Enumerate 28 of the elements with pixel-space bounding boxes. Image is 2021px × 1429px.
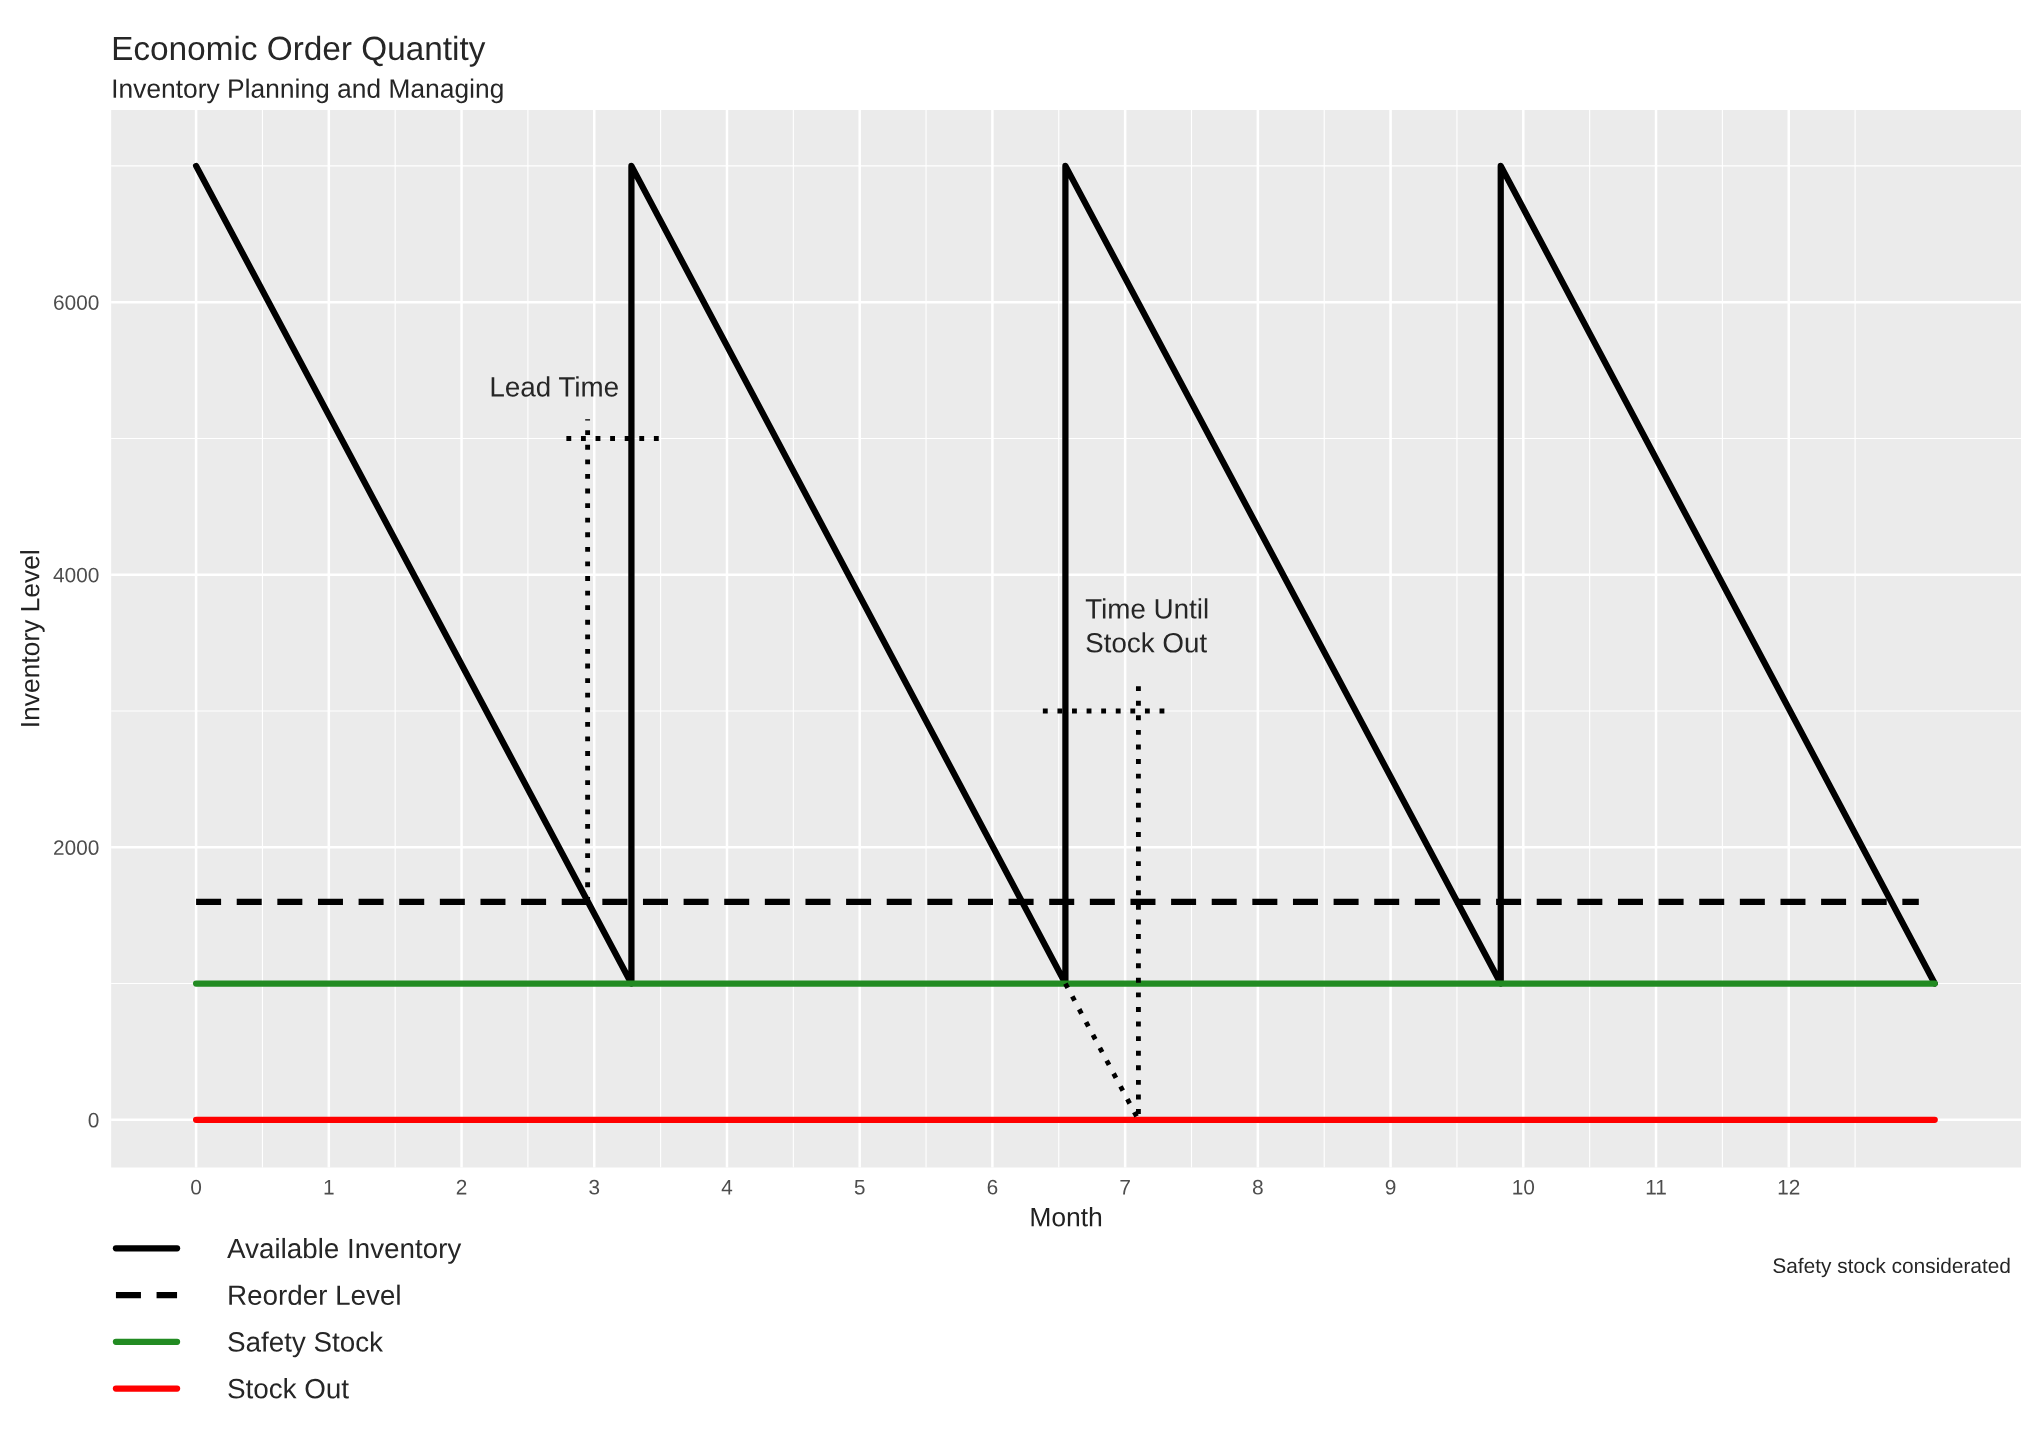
- annotation: Lead Time: [491, 376, 618, 397]
- x-tick-label: 11: [1646, 1180, 1666, 1195]
- x-tick-label: 10: [1513, 1179, 1535, 1195]
- y-tick-label: 4000: [53, 567, 99, 583]
- chart-subtitle: Inventory Planning and Managing: [113, 78, 503, 104]
- legend-label: Reorder Level: [229, 1284, 400, 1306]
- legend-label: Available Inventory: [227, 1237, 462, 1264]
- legend-label: Safety Stock: [228, 1331, 384, 1358]
- legend-label: Stock Out: [228, 1378, 349, 1399]
- annotation: Time Until Stock Out: [1085, 598, 1208, 653]
- x-tick-label: 2: [456, 1179, 467, 1195]
- y-tick-label: 6000: [54, 295, 99, 310]
- x-tick-label: 6: [987, 1179, 998, 1195]
- x-tick-label: 9: [1385, 1179, 1396, 1195]
- x-tick-label: 4: [721, 1180, 733, 1195]
- x-tick-label: 3: [589, 1179, 600, 1195]
- x-tick-label: 5: [854, 1180, 865, 1195]
- y-tick-label: 0: [88, 1112, 99, 1128]
- y-tick-label: 2000: [54, 840, 99, 856]
- x-axis-title: Month: [1031, 1207, 1102, 1227]
- x-tick-label: 1: [324, 1180, 334, 1195]
- chart-title: Economic Order Quantity: [113, 35, 486, 67]
- y-axis-title: Inventory Level: [20, 551, 45, 726]
- x-tick-label: 8: [1252, 1179, 1263, 1195]
- x-tick-label: 0: [191, 1179, 202, 1195]
- text: Safety stock considerated: [1773, 1257, 2010, 1278]
- x-tick-label: 12: [1778, 1179, 1800, 1195]
- x-tick-label: 7: [1120, 1180, 1130, 1195]
